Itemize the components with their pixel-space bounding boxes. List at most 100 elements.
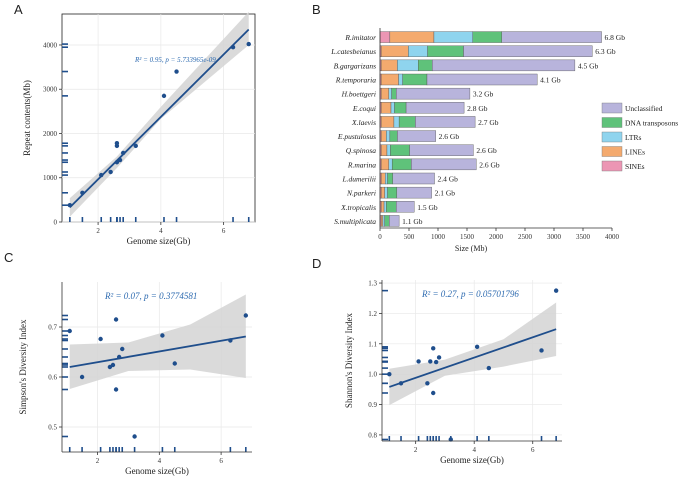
category-label: S.multiplicata bbox=[334, 217, 376, 226]
x-tick-label: 4 bbox=[159, 227, 163, 235]
x-tick-label: 6 bbox=[531, 446, 535, 454]
data-point bbox=[246, 41, 251, 47]
bar-segment bbox=[380, 158, 389, 171]
bar-segment bbox=[379, 31, 391, 43]
data-point bbox=[433, 359, 439, 365]
bar-segment bbox=[382, 215, 385, 227]
scatter-panel-a: 2 4 6 0 1000 2000 3000 4000 Genome size(Gb) Repea… bbox=[22, 11, 256, 246]
bar-total-label: 1.5 Gb bbox=[417, 203, 438, 212]
category-label: B.gargarizans bbox=[334, 61, 377, 70]
regression-annotation: R² = 0.95, p = 5.733965e-09 bbox=[134, 56, 216, 64]
x-tick-label: 2 bbox=[414, 446, 418, 454]
data-point bbox=[416, 359, 421, 364]
bar-segment bbox=[380, 59, 398, 72]
category-label: L.catesbeianus bbox=[330, 47, 376, 56]
bar-segment bbox=[418, 59, 433, 72]
bar-segment bbox=[380, 45, 409, 57]
x-tick-label: 3500 bbox=[576, 233, 591, 241]
data-point bbox=[116, 354, 122, 360]
bar-segment bbox=[391, 158, 412, 171]
data-point bbox=[99, 172, 104, 178]
category-label: N.parkeri bbox=[346, 189, 376, 198]
legend-swatch bbox=[601, 131, 623, 143]
bar-segment bbox=[398, 73, 403, 86]
data-point bbox=[230, 44, 236, 50]
bar-segment bbox=[384, 215, 390, 227]
bar-segment bbox=[385, 172, 388, 185]
bar-total-label: 2.6 Gb bbox=[476, 146, 497, 155]
bar-total-label: 4.5 Gb bbox=[578, 61, 599, 70]
data-point bbox=[79, 374, 85, 380]
data-point bbox=[113, 387, 119, 392]
bar-segment bbox=[433, 31, 474, 43]
stacked-bar-panel-b: R.imitator 6.8 Gb L.catesbeianus 6.3 Gb B.ga… bbox=[330, 28, 678, 253]
bar-segment bbox=[394, 102, 407, 114]
bar-segment bbox=[389, 31, 435, 43]
category-label: Q.spinosa bbox=[346, 146, 376, 155]
bar-segment bbox=[432, 59, 576, 72]
y-tick-label: 4000 bbox=[43, 41, 58, 49]
bar-segment bbox=[388, 87, 392, 100]
bar-total-label: 2.6 Gb bbox=[439, 132, 460, 141]
data-point bbox=[67, 328, 72, 334]
bar-segment bbox=[380, 73, 399, 86]
x-axis-label: Size (Mb) bbox=[455, 244, 488, 253]
confidence-band bbox=[389, 302, 557, 406]
data-point bbox=[98, 336, 103, 342]
data-point bbox=[174, 69, 179, 74]
bar-segment bbox=[384, 186, 388, 199]
category-label: L.dumerilii bbox=[341, 175, 376, 184]
regression-line bbox=[389, 328, 557, 388]
legend-label: SINEs bbox=[625, 162, 645, 171]
y-axis-label: Shannon's Diversity Index bbox=[344, 312, 354, 408]
data-point bbox=[120, 150, 126, 156]
bar-segment bbox=[380, 186, 385, 199]
category-label: E.pustulosus bbox=[337, 132, 376, 141]
x-tick-label: 2500 bbox=[518, 233, 533, 241]
category-label: X.laevis bbox=[351, 118, 376, 127]
bar-segment bbox=[390, 102, 395, 114]
data-point bbox=[160, 333, 165, 338]
data-point bbox=[428, 359, 433, 364]
x-axis-label: Genome size(Gb) bbox=[127, 236, 191, 246]
x-tick-label: 2 bbox=[96, 457, 100, 465]
bar-total-label: 2.4 Gb bbox=[438, 175, 459, 184]
bar-segment bbox=[392, 172, 435, 185]
data-point bbox=[120, 346, 125, 352]
data-point bbox=[114, 160, 120, 165]
legend-label: LINEs bbox=[625, 148, 645, 157]
panel-label-a: A bbox=[14, 2, 23, 17]
bar-total-label: 6.8 Gb bbox=[605, 33, 626, 42]
data-point bbox=[80, 190, 85, 195]
bar-total-label: 2.7 Gb bbox=[478, 118, 499, 127]
panel-label-b: B bbox=[312, 2, 321, 17]
data-point bbox=[161, 93, 167, 99]
data-point bbox=[436, 355, 442, 360]
bar-segment bbox=[398, 116, 416, 128]
y-tick-label: 0.8 bbox=[368, 431, 377, 439]
regression-line bbox=[69, 335, 246, 368]
bar-segment bbox=[397, 59, 419, 72]
scatter-panel-c: 2 4 6 0.5 0.6 0.7 Genome size(Gb) Simpson's Div… bbox=[18, 282, 252, 476]
data-point bbox=[431, 390, 436, 396]
data-point bbox=[387, 371, 392, 377]
bar-segment bbox=[396, 87, 471, 100]
data-point bbox=[114, 141, 120, 146]
y-tick-label: 1.2 bbox=[368, 310, 377, 318]
x-tick-label: 4 bbox=[472, 446, 476, 454]
x-tick-label: 4000 bbox=[605, 233, 620, 241]
bar-segment bbox=[463, 45, 593, 57]
x-tick-label: 1500 bbox=[460, 233, 475, 241]
bar-segment bbox=[396, 186, 432, 199]
bar-segment bbox=[501, 31, 602, 43]
y-tick-label: 2000 bbox=[43, 130, 58, 138]
y-axis-label: Repeat contents(Mb) bbox=[22, 80, 32, 156]
data-point bbox=[398, 381, 404, 386]
data-point bbox=[113, 317, 119, 322]
bar-total-label: 2.1 Gb bbox=[435, 189, 456, 198]
bar-segment bbox=[411, 158, 477, 171]
bar-segment bbox=[402, 73, 428, 86]
bar-segment bbox=[472, 31, 502, 43]
bar-segment bbox=[391, 87, 397, 100]
